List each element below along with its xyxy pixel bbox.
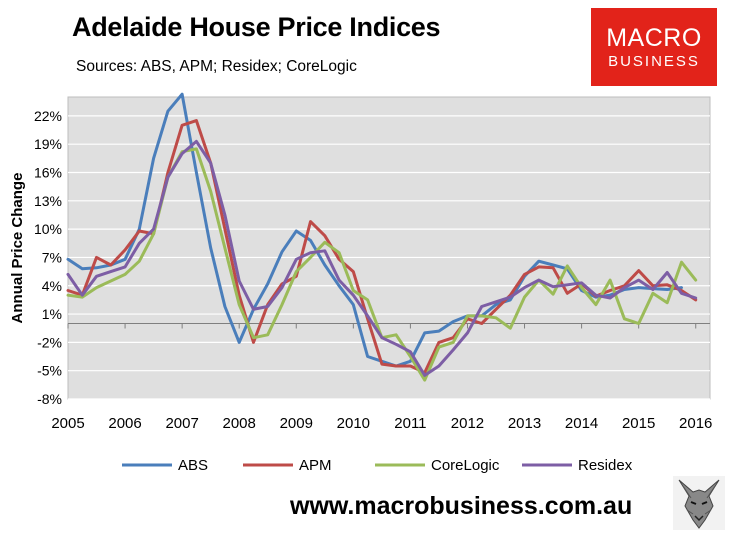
x-tick-label: 2009 (280, 415, 313, 432)
y-tick-label: 19% (34, 136, 62, 152)
x-axis-ticks: 2005 2006 2007 2008 2009 2010 2011 2012 2013 2014… (51, 323, 712, 432)
y-tick-label: -5% (37, 363, 62, 379)
y-axis-label: Annual Price Change (9, 173, 26, 324)
x-tick-label: 2008 (223, 415, 256, 432)
x-tick-label: 2005 (51, 415, 84, 432)
y-tick-label: 16% (34, 165, 62, 181)
y-axis-ticks: 22% 19% 16% 13% 10% 7% 4% 1% -2% -5% -8% (34, 108, 62, 407)
y-tick-label: 4% (42, 278, 62, 294)
legend-label-corelogic: CoreLogic (431, 457, 500, 474)
footer-url[interactable]: www.macrobusiness.com.au (290, 492, 633, 520)
x-tick-label: 2014 (565, 415, 598, 432)
y-tick-label: 1% (42, 306, 62, 322)
x-tick-label: 2012 (451, 415, 484, 432)
x-tick-label: 2010 (337, 415, 370, 432)
x-tick-label: 2013 (508, 415, 541, 432)
legend-label-residex: Residex (578, 457, 633, 474)
y-tick-label: -8% (37, 391, 62, 407)
series-line-residex (66, 139, 698, 377)
chart-title: Adelaide House Price Indices (72, 12, 441, 42)
legend-label-abs: ABS (178, 457, 208, 474)
x-tick-label: 2011 (394, 415, 426, 432)
y-tick-label: 13% (34, 193, 62, 209)
chart-subtitle: Sources: ABS, APM; Residex; CoreLogic (76, 58, 357, 75)
logo-line-macro: MACRO (606, 24, 702, 52)
x-tick-label: 2015 (622, 415, 655, 432)
y-tick-label: 10% (34, 221, 62, 237)
logo-line-business: BUSINESS (608, 53, 700, 70)
series-lines (66, 92, 698, 382)
legend-label-apm: APM (299, 457, 332, 474)
y-tick-label: 7% (42, 249, 62, 265)
x-tick-label: 2016 (679, 415, 712, 432)
macrobusiness-logo: MACRO BUSINESS (591, 8, 717, 86)
wolf-logo-icon (673, 476, 725, 530)
legend: ABS APM CoreLogic Residex (122, 457, 633, 474)
x-tick-label: 2006 (108, 415, 141, 432)
x-tick-label: 2007 (165, 415, 198, 432)
y-tick-label: -2% (37, 334, 62, 350)
plot-area (67, 96, 711, 400)
y-tick-label: 22% (34, 108, 62, 124)
